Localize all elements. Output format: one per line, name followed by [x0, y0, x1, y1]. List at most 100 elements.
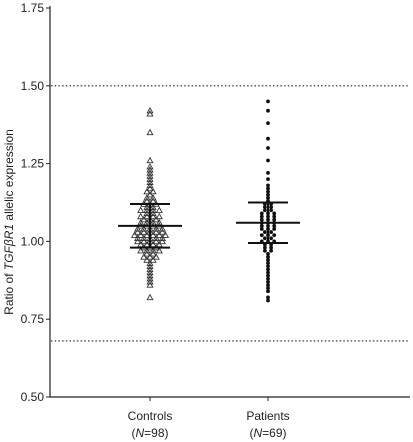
control-point [140, 225, 148, 232]
control-point [146, 281, 154, 288]
control-point [146, 110, 154, 117]
count-open-paren: ( [131, 426, 135, 440]
control-point [146, 253, 154, 260]
control-point [149, 209, 157, 217]
control-point [137, 231, 145, 238]
patient-point [266, 298, 270, 303]
count-n-symbol: N [135, 426, 144, 440]
y-tick-label: 1.50 [21, 79, 45, 93]
control-point [149, 247, 157, 254]
control-point [146, 175, 154, 182]
control-point [143, 212, 151, 220]
patient-point [263, 230, 267, 234]
patient-point [266, 121, 270, 126]
control-point [149, 240, 157, 248]
patient-point [266, 189, 270, 194]
patient-point [263, 248, 267, 253]
patient-point [269, 205, 273, 210]
category-count-label: (N=98) [131, 426, 168, 440]
control-point [149, 231, 157, 238]
summary-bars [118, 201, 300, 249]
control-point [143, 209, 151, 217]
control-point [143, 247, 151, 254]
patient-point [266, 276, 270, 281]
patient-point [269, 236, 273, 241]
control-point [143, 250, 151, 257]
patient-point [266, 177, 270, 182]
y-axis-title: Ratio of TGFβR1 allelic expression [2, 129, 16, 315]
y-tick-label: 0.75 [21, 312, 45, 326]
control-point [152, 234, 160, 241]
patient-point [272, 217, 277, 222]
patient-point [266, 273, 270, 278]
patient-point [266, 183, 270, 188]
control-point [143, 256, 151, 263]
count-value: =98) [144, 426, 168, 440]
control-point [143, 206, 151, 213]
control-point [146, 268, 154, 276]
patient-point [266, 270, 270, 275]
category-label: Patients [246, 409, 289, 423]
category-count-label: (N=69) [249, 426, 286, 440]
control-point [143, 240, 151, 248]
control-point [149, 203, 157, 210]
reference-lines [51, 85, 408, 342]
control-point [134, 225, 142, 232]
control-point [140, 215, 148, 223]
control-point [158, 237, 166, 245]
patient-point [266, 289, 270, 294]
control-point [143, 187, 151, 195]
control-point [146, 275, 154, 282]
control-point [146, 156, 154, 164]
patient-point [259, 223, 264, 228]
patient-point [263, 208, 267, 213]
patient-point [266, 258, 270, 262]
control-point [152, 215, 160, 223]
control-point [152, 228, 160, 235]
control-point [155, 240, 163, 248]
control-point [140, 228, 148, 235]
axes: 0.50 0.75 1.00 1.25 1.50 1.75 [21, 1, 410, 404]
patient-point [269, 245, 273, 250]
control-point [149, 212, 157, 220]
count-open-paren: ( [249, 426, 253, 440]
patient-point [266, 186, 270, 191]
patient-point [272, 223, 277, 228]
y-tick-label: 0.50 [21, 390, 45, 404]
patient-point [266, 286, 270, 290]
patient-point [266, 255, 270, 259]
patient-point [269, 230, 273, 234]
control-point [143, 203, 151, 210]
control-point [158, 228, 166, 235]
control-point [146, 106, 154, 114]
control-point [146, 128, 154, 136]
control-point [146, 178, 154, 185]
patient-point [266, 283, 270, 287]
control-point [137, 212, 145, 220]
control-point [149, 250, 157, 257]
y-axis-title-gene: TGFβR1 [2, 224, 16, 270]
control-point [146, 271, 154, 279]
patient-point [266, 146, 270, 150]
control-point [134, 228, 142, 235]
patient-point [263, 236, 267, 241]
patient-point [266, 99, 270, 104]
control-point [146, 169, 154, 176]
patient-point [266, 264, 270, 269]
data-points [130, 99, 277, 303]
control-point [149, 194, 157, 201]
control-point [130, 231, 139, 238]
control-point [143, 194, 151, 201]
patient-point [272, 214, 277, 219]
control-point [149, 206, 157, 213]
control-point [146, 162, 154, 170]
count-value: =69) [262, 426, 286, 440]
control-point [137, 206, 145, 213]
patient-point [266, 136, 270, 141]
patient-point [272, 227, 277, 231]
control-point [143, 231, 151, 238]
x-axis-labels: Controls(N=98)Patients(N=69) [128, 409, 290, 440]
control-point [134, 234, 142, 241]
patient-point [266, 261, 270, 266]
